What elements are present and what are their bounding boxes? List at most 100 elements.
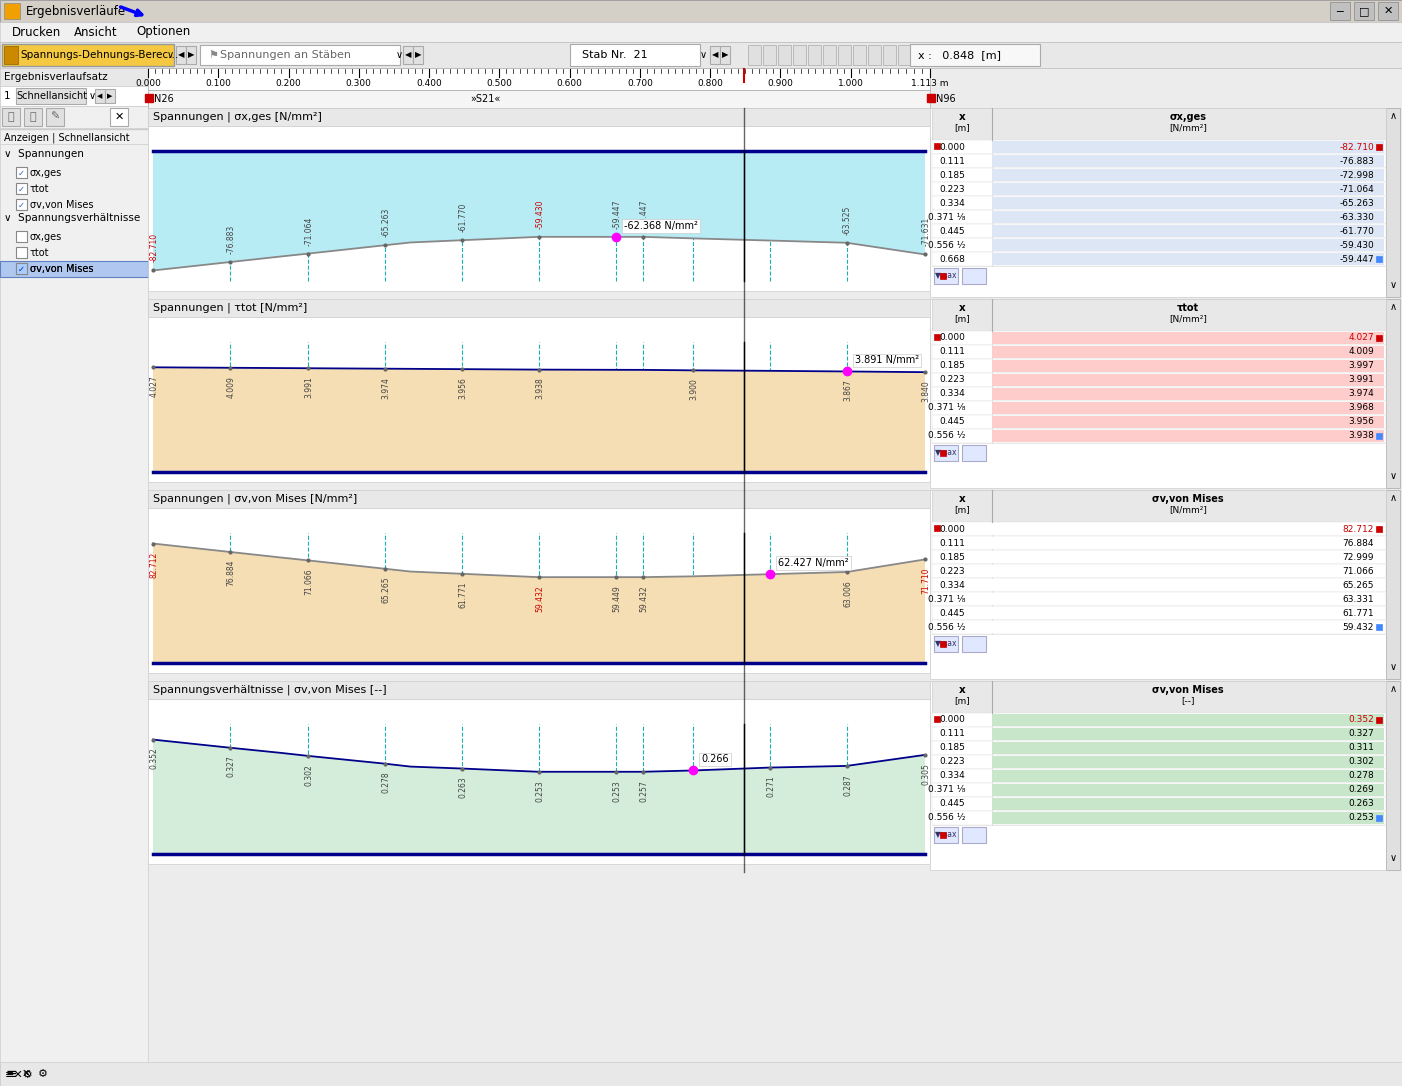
Text: ∧: ∧ — [1389, 302, 1396, 312]
Text: σx,ges: σx,ges — [29, 168, 62, 178]
Text: 0.253: 0.253 — [536, 780, 544, 801]
Bar — [962, 268, 986, 285]
Text: -63.330: -63.330 — [1339, 213, 1374, 222]
Bar — [1375, 717, 1382, 723]
Text: 0.334: 0.334 — [939, 771, 965, 781]
Text: ✓: ✓ — [17, 168, 24, 177]
Text: 71.710: 71.710 — [921, 567, 931, 594]
Bar — [149, 699, 930, 864]
Text: N26: N26 — [154, 94, 174, 104]
Bar — [932, 490, 1387, 522]
Bar — [934, 445, 958, 460]
Text: 0.371 ¹⁄₈: 0.371 ¹⁄₈ — [928, 785, 965, 795]
Bar — [15, 167, 27, 178]
Text: 0.500: 0.500 — [486, 79, 512, 88]
Text: 0.900: 0.900 — [767, 79, 794, 88]
Bar — [993, 253, 1384, 265]
Bar — [149, 681, 930, 699]
Text: Ergebnisverlaufsatz: Ergebnisverlaufsatz — [4, 72, 108, 83]
Text: 0.305: 0.305 — [921, 762, 931, 785]
Bar — [993, 332, 1384, 344]
Text: -65.263: -65.263 — [381, 207, 390, 237]
Bar — [1387, 681, 1401, 870]
Bar — [1375, 433, 1382, 439]
Text: 76.884: 76.884 — [227, 560, 236, 586]
Bar — [1387, 490, 1401, 679]
Bar — [1375, 526, 1382, 532]
Bar — [0, 68, 149, 86]
Bar — [1375, 144, 1382, 150]
Polygon shape — [153, 740, 925, 854]
Text: -82.710: -82.710 — [150, 233, 158, 263]
Text: 4.027: 4.027 — [1349, 333, 1374, 342]
Text: 0.352: 0.352 — [1349, 716, 1374, 724]
Bar — [109, 108, 128, 126]
Text: 0.185: 0.185 — [939, 553, 965, 561]
Bar — [932, 195, 1387, 210]
Text: ∧: ∧ — [1389, 684, 1396, 694]
Text: 0.334: 0.334 — [939, 390, 965, 399]
Bar — [939, 641, 946, 647]
Bar — [932, 252, 1387, 266]
Bar — [149, 317, 930, 482]
Text: σv,von Mises: σv,von Mises — [1152, 494, 1224, 504]
Text: Drucken: Drucken — [13, 25, 62, 38]
Text: τtot: τtot — [1176, 303, 1199, 313]
Bar — [939, 273, 946, 279]
Bar — [993, 798, 1384, 810]
Text: ∨: ∨ — [1389, 471, 1396, 481]
Text: [m]: [m] — [955, 505, 970, 515]
Bar — [962, 636, 986, 652]
Text: 0.352: 0.352 — [150, 747, 158, 769]
Text: ✓: ✓ — [17, 201, 24, 210]
Bar — [993, 551, 1384, 563]
Text: ◀: ◀ — [97, 93, 102, 99]
Bar — [932, 224, 1387, 238]
Text: ∨: ∨ — [1389, 280, 1396, 290]
Bar — [0, 1064, 149, 1086]
Text: Spannungen | τtot [N/mm²]: Spannungen | τtot [N/mm²] — [153, 303, 307, 313]
Bar — [899, 45, 911, 65]
Text: ✓: ✓ — [17, 185, 24, 193]
Text: 0.371 ¹⁄₈: 0.371 ¹⁄₈ — [928, 213, 965, 222]
Text: ∧: ∧ — [1389, 493, 1396, 503]
Text: 0.000: 0.000 — [939, 525, 965, 533]
Bar — [993, 523, 1384, 535]
Bar — [149, 90, 930, 108]
Bar — [930, 490, 1401, 679]
Text: ▶: ▶ — [188, 51, 195, 60]
Bar — [15, 263, 27, 274]
Text: σv,von Mises: σv,von Mises — [1152, 685, 1224, 695]
Text: ≡: ≡ — [6, 1068, 18, 1081]
Text: σv,von Mises: σv,von Mises — [29, 264, 94, 274]
Text: 0.000: 0.000 — [939, 142, 965, 152]
Bar — [993, 225, 1384, 237]
Text: 65.265: 65.265 — [381, 577, 390, 604]
Bar — [993, 714, 1384, 727]
Text: 0.600: 0.600 — [557, 79, 582, 88]
Bar — [932, 210, 1387, 224]
Bar — [1, 108, 20, 126]
Text: 0.111: 0.111 — [939, 348, 965, 356]
Bar — [868, 45, 880, 65]
Bar — [910, 45, 1040, 66]
Bar — [838, 45, 851, 65]
Bar — [0, 1062, 1402, 1086]
Text: 59.432: 59.432 — [536, 585, 544, 611]
Text: -72.998: -72.998 — [1339, 171, 1374, 179]
Bar — [932, 755, 1387, 769]
Bar — [932, 783, 1387, 797]
Text: ∨  Spannungen: ∨ Spannungen — [4, 149, 84, 159]
Text: □: □ — [1359, 7, 1370, 16]
Bar — [149, 108, 930, 126]
Text: 71.066: 71.066 — [1342, 567, 1374, 576]
Bar — [932, 140, 1387, 154]
Text: 3.840: 3.840 — [921, 380, 931, 402]
Bar — [932, 372, 1387, 387]
Text: 3.991: 3.991 — [1349, 376, 1374, 384]
Bar — [0, 0, 1402, 22]
Bar — [1375, 334, 1382, 341]
Text: 3.956: 3.956 — [458, 377, 467, 399]
Text: ▶: ▶ — [415, 51, 421, 60]
Bar — [186, 46, 196, 64]
